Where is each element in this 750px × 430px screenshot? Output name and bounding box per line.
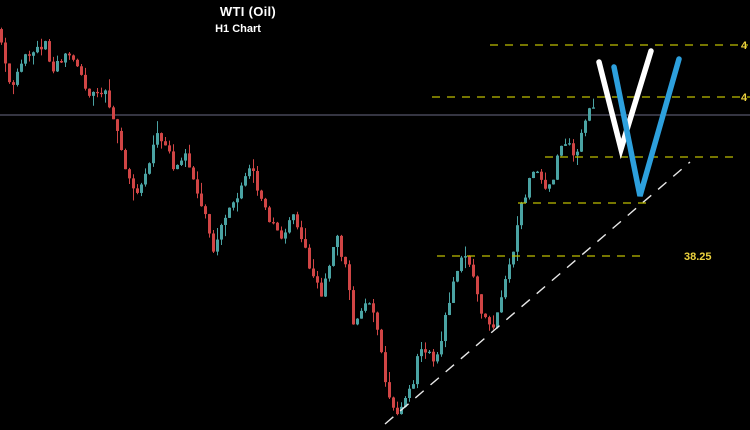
- candlestick-series: [0, 27, 595, 416]
- support-price-label: 38.25: [684, 251, 712, 263]
- ascending-trendline: [384, 161, 691, 425]
- edge-price-label-top: 4: [741, 40, 748, 52]
- chart-timeframe: H1 Chart: [215, 23, 261, 35]
- chart-title: WTI (Oil): [219, 4, 277, 19]
- edge-price-label-mid: 4: [741, 92, 748, 104]
- projection-arrow-white: [596, 48, 654, 160]
- projection-arrow-blue: [611, 56, 682, 197]
